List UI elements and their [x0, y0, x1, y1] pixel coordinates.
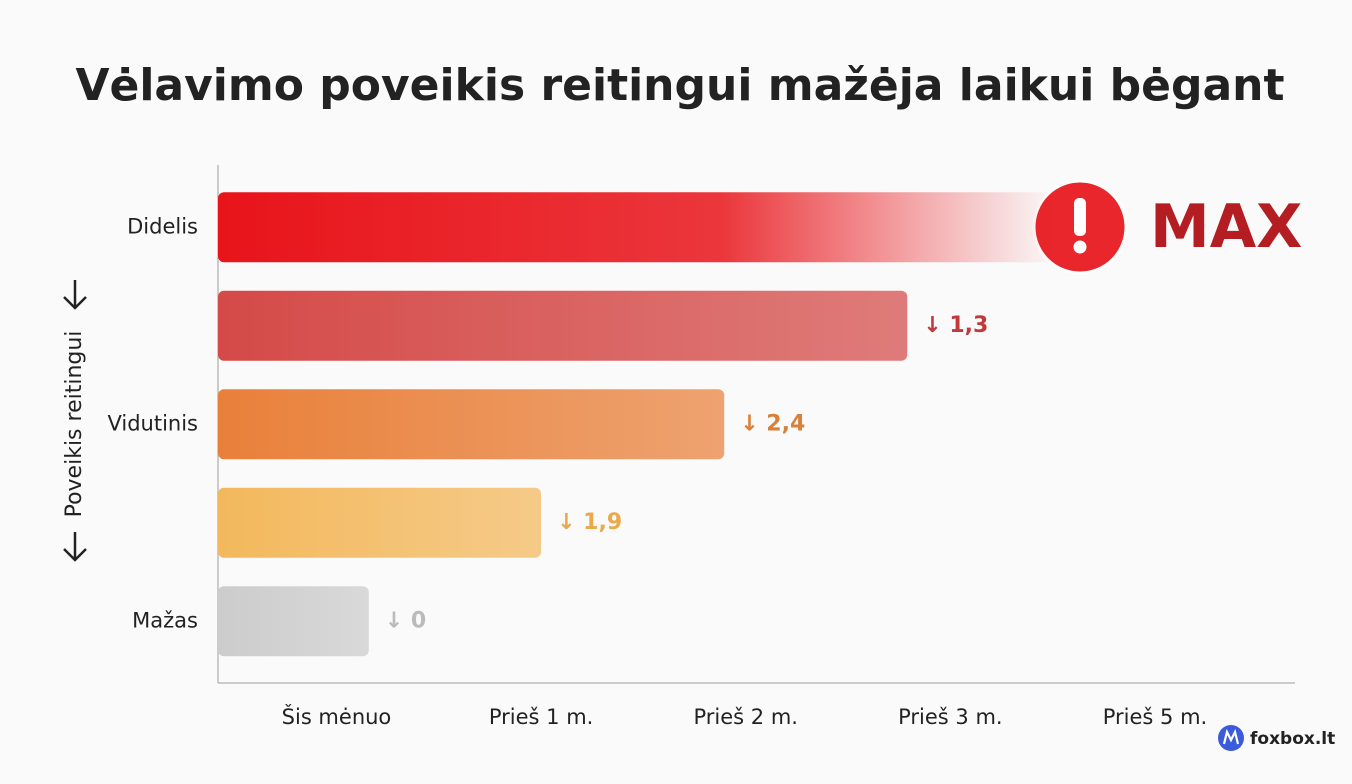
- alert-icon-dot: [1073, 240, 1087, 254]
- bar-label: ↓ 1,3: [923, 313, 988, 338]
- logo-mark: [1222, 728, 1240, 745]
- arrow-icon: [63, 532, 87, 562]
- x-tick-label: Prieš 2 m.: [693, 705, 797, 729]
- chart-title: Vėlavimo poveikis reitingui mažėja laiku…: [75, 60, 1284, 111]
- x-tick-label: Prieš 5 m.: [1103, 705, 1207, 729]
- max-label: MAX: [1150, 192, 1302, 262]
- arrow-icon: [63, 280, 87, 310]
- source: foxbox.lt: [1250, 729, 1335, 749]
- y-tick-label: Vidutinis: [107, 411, 198, 435]
- y-tick-label: Mažas: [132, 608, 198, 632]
- bar: [218, 192, 1059, 263]
- x-tick-label: Prieš 3 m.: [898, 705, 1002, 729]
- bar: [218, 487, 542, 558]
- bar-label: ↓ 2,4: [740, 411, 805, 436]
- y-tick-label: Didelis: [127, 214, 198, 238]
- bar: [218, 586, 369, 657]
- x-tick-label: Šis mėnuo: [282, 704, 392, 729]
- bar-label: ↓ 0: [385, 608, 426, 633]
- bar: [218, 290, 908, 361]
- alert-icon-mark: [1074, 198, 1086, 236]
- bar-label: ↓ 1,9: [557, 510, 622, 535]
- x-tick-label: Prieš 1 m.: [489, 705, 593, 729]
- y-axis-label: Poveikis reitingui: [62, 331, 87, 518]
- bar: [218, 389, 725, 460]
